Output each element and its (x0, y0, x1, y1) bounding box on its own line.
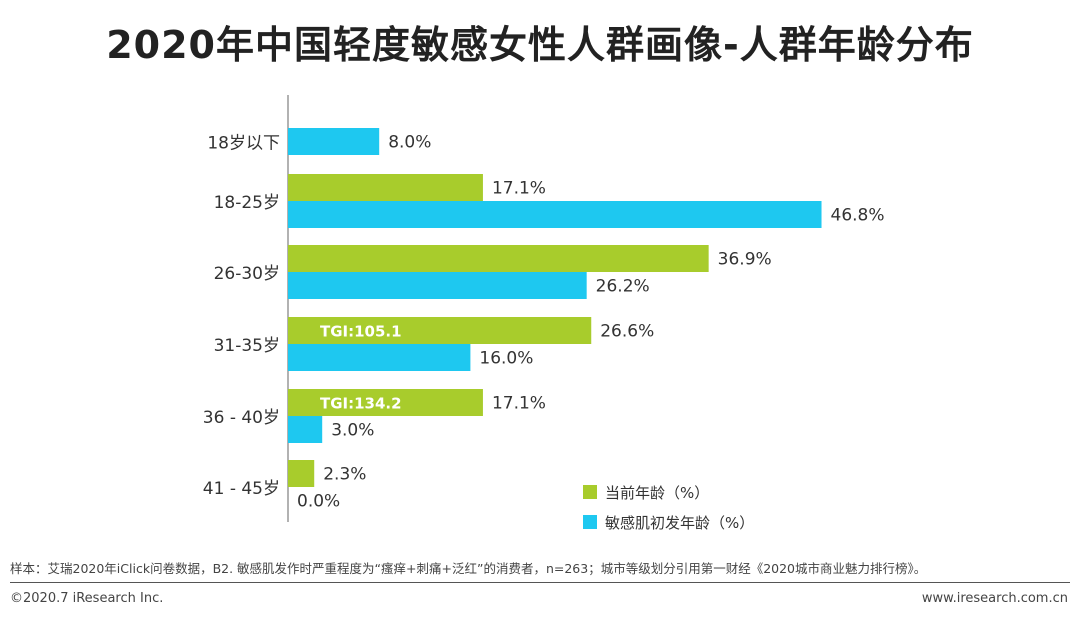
data-label-current-age-18-25: 17.1% (492, 179, 546, 199)
category-label-under-18: 18岁以下 (207, 134, 280, 154)
data-label-current-age-26-30: 36.9% (718, 250, 772, 270)
bar-current-age-36-40 (288, 389, 483, 416)
bar-onset-age-26-30 (288, 272, 587, 299)
legend-swatch-onset-age (583, 515, 597, 529)
bar-current-age-31-35 (288, 317, 592, 344)
data-label-onset-age-18-25: 46.8% (831, 206, 885, 226)
category-label-36-40: 36 - 40岁 (203, 408, 280, 428)
category-label-31-35: 31-35岁 (214, 336, 280, 356)
bar-current-age-26-30 (288, 245, 709, 272)
page-title: 2020年中国轻度敏感女性人群画像-人群年龄分布 (106, 23, 974, 67)
data-label-onset-age-31-35: 16.0% (479, 349, 533, 369)
bar-current-age-41-45 (288, 460, 315, 487)
website-text: www.iresearch.com.cn (921, 591, 1068, 606)
copyright-text: ©2020.7 iResearch Inc. (10, 591, 164, 606)
bar-onset-age-31-35 (288, 344, 471, 371)
category-label-18-25: 18-25岁 (214, 193, 280, 213)
data-label-onset-age-36-40: 3.0% (331, 421, 374, 441)
data-label-onset-age-41-45: 0.0% (297, 492, 340, 512)
category-label-26-30: 26-30岁 (214, 264, 280, 284)
category-label-41-45: 41 - 45岁 (203, 479, 280, 499)
bar-onset-age-under-18 (288, 128, 380, 155)
legend-label-current-age: 当前年龄（%） (605, 484, 709, 502)
data-label-current-age-31-35: 26.6% (600, 322, 654, 342)
source-note: 样本：艾瑞2020年iClick问卷数据，B2. 敏感肌发作时严重程度为“瘙痒+… (10, 561, 927, 576)
data-label-onset-age-26-30: 26.2% (596, 277, 650, 297)
tgi-annotation-31-35: TGI:105.1 (320, 323, 402, 341)
bar-onset-age-18-25 (288, 201, 822, 228)
legend-swatch-current-age (583, 485, 597, 499)
tgi-annotation-36-40: TGI:134.2 (320, 395, 402, 413)
bar-current-age-18-25 (288, 174, 483, 201)
data-label-onset-age-under-18: 8.0% (388, 133, 431, 153)
footer-divider (10, 582, 1070, 583)
data-label-current-age-41-45: 2.3% (323, 465, 366, 485)
data-label-current-age-36-40: 17.1% (492, 394, 546, 414)
legend-label-onset-age: 敏感肌初发年龄（%） (605, 514, 754, 532)
bar-onset-age-36-40 (288, 416, 323, 443)
